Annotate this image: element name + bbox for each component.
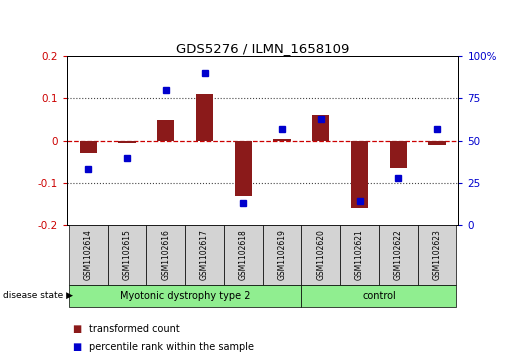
- Text: transformed count: transformed count: [89, 323, 179, 334]
- Bar: [196, 94, 213, 140]
- Bar: [79, 140, 97, 153]
- Bar: [428, 140, 446, 145]
- Text: Myotonic dystrophy type 2: Myotonic dystrophy type 2: [120, 291, 250, 301]
- Text: GSM1102619: GSM1102619: [278, 229, 286, 281]
- Text: GSM1102623: GSM1102623: [433, 229, 441, 281]
- Text: GSM1102615: GSM1102615: [123, 229, 131, 281]
- Text: control: control: [362, 291, 396, 301]
- Bar: [234, 140, 252, 196]
- Bar: [69, 285, 301, 307]
- Text: GSM1102616: GSM1102616: [161, 229, 170, 281]
- Text: percentile rank within the sample: percentile rank within the sample: [89, 342, 253, 352]
- Text: GSM1102618: GSM1102618: [239, 230, 248, 280]
- Bar: [224, 225, 263, 285]
- Text: GSM1102614: GSM1102614: [84, 229, 93, 281]
- Bar: [351, 140, 368, 208]
- Bar: [301, 285, 456, 307]
- Text: ■: ■: [72, 342, 81, 352]
- Bar: [418, 225, 456, 285]
- Bar: [379, 225, 418, 285]
- Text: ■: ■: [72, 323, 81, 334]
- Bar: [118, 140, 136, 143]
- Bar: [157, 119, 175, 140]
- Bar: [69, 225, 108, 285]
- Bar: [340, 225, 379, 285]
- Text: disease state ▶: disease state ▶: [3, 291, 73, 300]
- Bar: [389, 140, 407, 168]
- Text: GSM1102622: GSM1102622: [394, 230, 403, 280]
- Text: GSM1102620: GSM1102620: [316, 229, 325, 281]
- Bar: [146, 225, 185, 285]
- Title: GDS5276 / ILMN_1658109: GDS5276 / ILMN_1658109: [176, 42, 349, 55]
- Text: GSM1102621: GSM1102621: [355, 230, 364, 280]
- Bar: [273, 139, 291, 140]
- Bar: [108, 225, 146, 285]
- Bar: [185, 225, 224, 285]
- Text: GSM1102617: GSM1102617: [200, 229, 209, 281]
- Bar: [301, 225, 340, 285]
- Bar: [312, 115, 330, 140]
- Bar: [263, 225, 301, 285]
